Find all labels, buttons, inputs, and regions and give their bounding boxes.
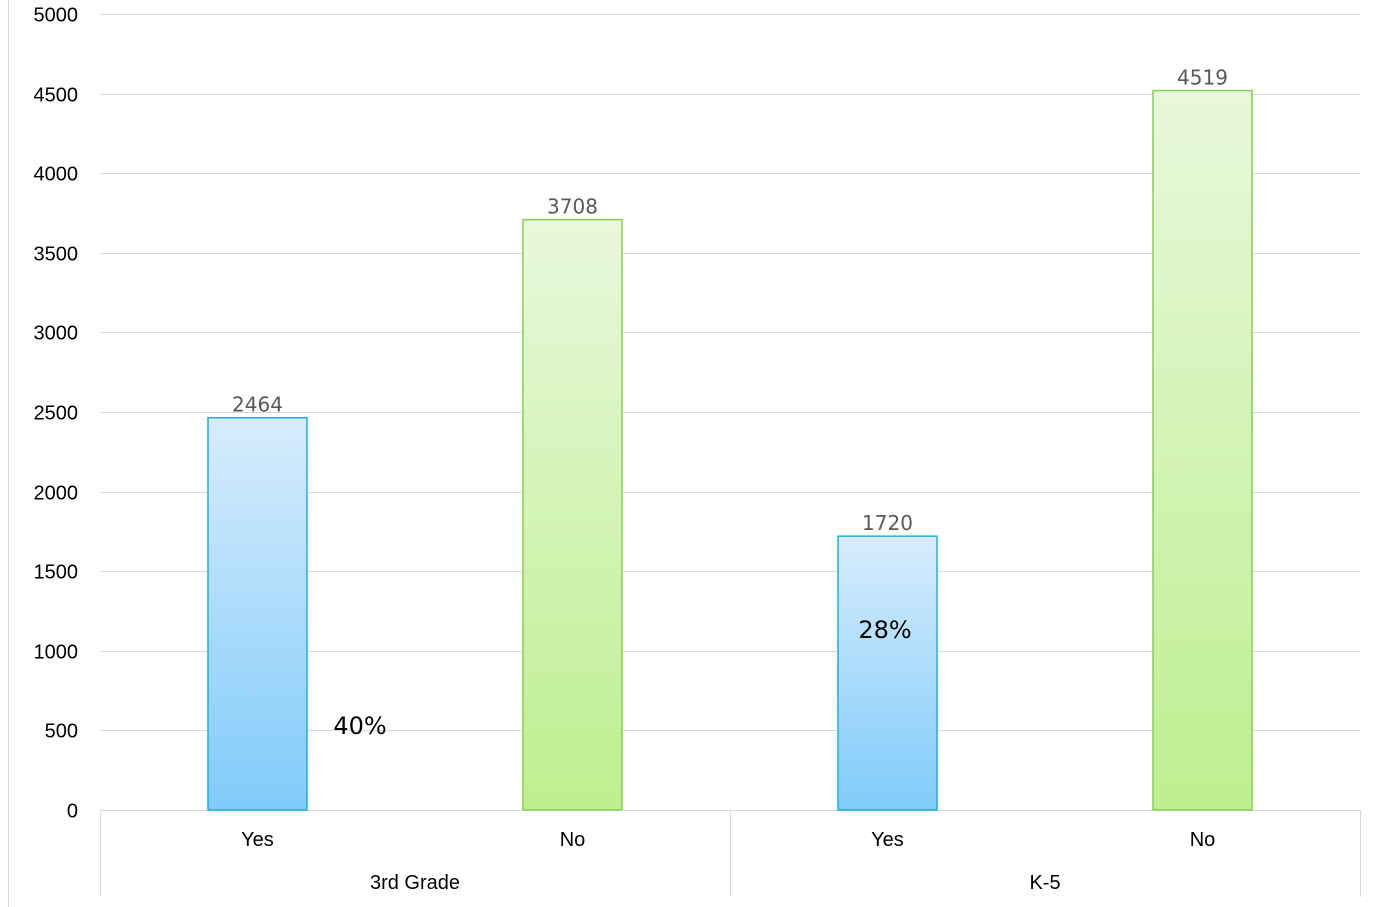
- group-label: 3rd Grade: [370, 872, 460, 894]
- y-tick-label: 2000: [34, 483, 79, 505]
- group-label: K-5: [1029, 872, 1060, 894]
- y-tick-label: 2500: [34, 403, 79, 425]
- data-label: 3708: [547, 195, 598, 219]
- category-label: No: [1190, 829, 1216, 851]
- y-tick-label: 4000: [34, 164, 79, 186]
- bars: [207, 89, 1253, 811]
- gridlines: [100, 14, 1360, 731]
- annotation-3rd-grade-percent: 40%: [333, 712, 386, 740]
- bar-no: [1152, 89, 1253, 811]
- data-label: 1720: [862, 511, 913, 535]
- bar-yes: [837, 535, 938, 811]
- y-tick-label: 1500: [34, 562, 79, 584]
- y-tick-label: 4500: [34, 85, 79, 107]
- axes: [8, 0, 1361, 907]
- bar-no: [522, 218, 623, 811]
- data-label: 4519: [1177, 66, 1228, 90]
- labels: 0 500 1000 1500 2000 2500 3000 3500 4000 4500 5000…: [34, 5, 1228, 895]
- category-label: Yes: [871, 829, 904, 851]
- y-tick-label: 5000: [34, 5, 79, 27]
- y-tick-label: 3500: [34, 244, 79, 266]
- bar-yes: [207, 416, 308, 811]
- category-label: No: [560, 829, 586, 851]
- y-tick-label: 0: [67, 801, 78, 823]
- annotation-k5-percent: 28%: [858, 616, 911, 644]
- y-tick-label: 1000: [34, 642, 79, 664]
- category-label: Yes: [241, 829, 274, 851]
- y-tick-label: 500: [45, 721, 78, 743]
- y-tick-label: 3000: [34, 323, 79, 345]
- data-label: 2464: [232, 393, 283, 417]
